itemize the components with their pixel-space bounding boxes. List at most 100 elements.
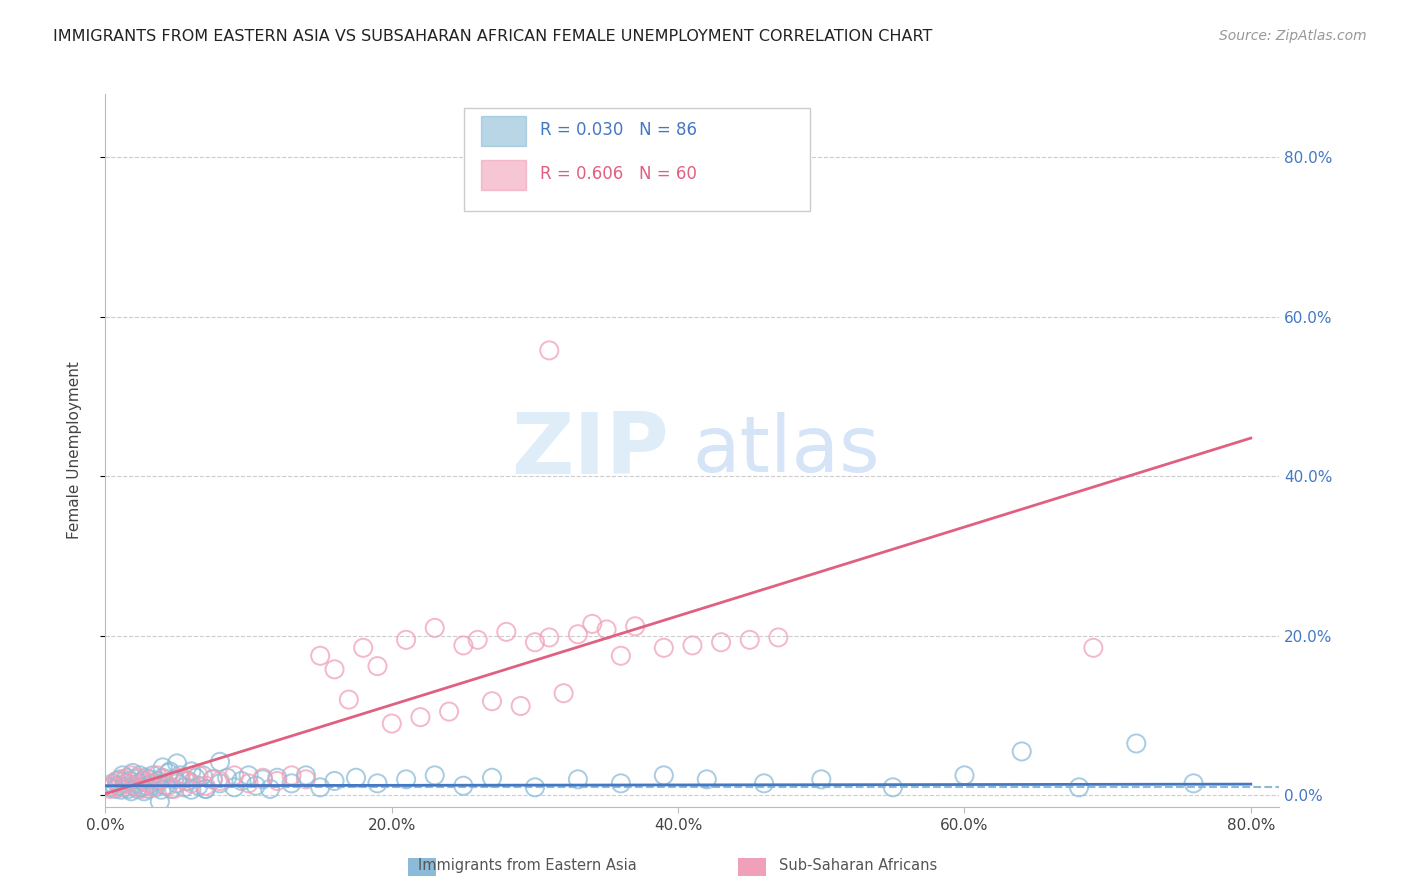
Point — [581, 616, 603, 631]
Point — [453, 639, 475, 653]
Point — [523, 780, 546, 795]
Point — [395, 772, 418, 787]
Point — [201, 772, 224, 787]
Point — [437, 705, 460, 719]
Point — [509, 698, 531, 713]
Point — [252, 772, 274, 787]
Point — [131, 774, 153, 789]
Point — [323, 662, 346, 676]
Point — [567, 772, 589, 787]
Point — [523, 635, 546, 649]
Point — [122, 779, 145, 793]
Text: IMMIGRANTS FROM EASTERN ASIA VS SUBSAHARAN AFRICAN FEMALE UNEMPLOYMENT CORRELATI: IMMIGRANTS FROM EASTERN ASIA VS SUBSAHAR… — [53, 29, 932, 44]
Point — [224, 768, 246, 782]
Point — [160, 781, 183, 796]
Point — [1125, 736, 1147, 750]
Point — [395, 632, 418, 647]
Point — [187, 768, 209, 782]
Point — [180, 782, 202, 797]
Point — [125, 781, 148, 796]
Point — [309, 648, 332, 663]
Point — [352, 640, 374, 655]
Point — [128, 768, 150, 782]
Point — [138, 776, 160, 790]
Point — [366, 776, 388, 790]
Point — [1182, 776, 1205, 790]
Text: R = 0.606   N = 60: R = 0.606 N = 60 — [540, 165, 697, 183]
Point — [152, 771, 174, 785]
Text: ZIP: ZIP — [512, 409, 669, 492]
Point — [208, 776, 231, 790]
Point — [752, 776, 775, 790]
Point — [280, 776, 302, 790]
Point — [381, 716, 404, 731]
Point — [595, 623, 617, 637]
Point — [159, 764, 181, 779]
Y-axis label: Female Unemployment: Female Unemployment — [67, 361, 82, 540]
Point — [121, 766, 143, 780]
Point — [309, 780, 332, 795]
Point — [187, 779, 209, 793]
Point — [238, 768, 260, 782]
Point — [194, 779, 217, 793]
Point — [481, 694, 503, 708]
Point — [141, 776, 163, 790]
Point — [710, 635, 733, 649]
Point — [201, 772, 224, 787]
Point — [184, 771, 207, 785]
Point — [323, 774, 346, 789]
Point — [208, 755, 231, 769]
Point — [169, 768, 191, 782]
Point — [409, 710, 432, 724]
Point — [101, 776, 124, 790]
Point — [150, 782, 173, 797]
Point — [423, 768, 446, 782]
Point — [467, 632, 489, 647]
Point — [142, 780, 165, 795]
Point — [142, 768, 165, 782]
Bar — [481, 160, 526, 190]
Point — [127, 776, 149, 790]
Point — [224, 780, 246, 795]
Point — [953, 768, 976, 782]
Point — [112, 780, 135, 795]
Point — [135, 774, 157, 789]
Point — [208, 774, 231, 789]
Point — [112, 772, 135, 787]
Point — [252, 771, 274, 785]
Point — [810, 772, 832, 787]
Point — [108, 772, 131, 787]
Point — [136, 779, 159, 793]
Point — [127, 771, 149, 785]
Point — [768, 631, 790, 645]
Point — [624, 619, 647, 633]
Point — [149, 795, 172, 809]
Point — [110, 782, 132, 797]
Point — [166, 756, 188, 771]
Point — [259, 781, 281, 796]
Point — [166, 776, 188, 790]
Point — [105, 774, 128, 789]
Point — [652, 768, 675, 782]
Point — [120, 768, 142, 782]
Point — [337, 692, 360, 706]
Point — [117, 781, 139, 796]
Point — [1067, 780, 1090, 795]
Point — [738, 632, 761, 647]
Point — [495, 624, 517, 639]
Point — [124, 772, 146, 787]
Point — [132, 784, 155, 798]
Point — [453, 779, 475, 793]
Point — [231, 774, 253, 789]
Point — [98, 781, 121, 796]
Point — [180, 764, 202, 779]
Point — [423, 621, 446, 635]
Point — [152, 760, 174, 774]
Point — [145, 780, 167, 795]
Point — [115, 771, 138, 785]
Point — [163, 772, 186, 787]
Bar — [481, 116, 526, 145]
Text: R = 0.030   N = 86: R = 0.030 N = 86 — [540, 121, 697, 139]
Point — [652, 640, 675, 655]
Point — [122, 779, 145, 793]
